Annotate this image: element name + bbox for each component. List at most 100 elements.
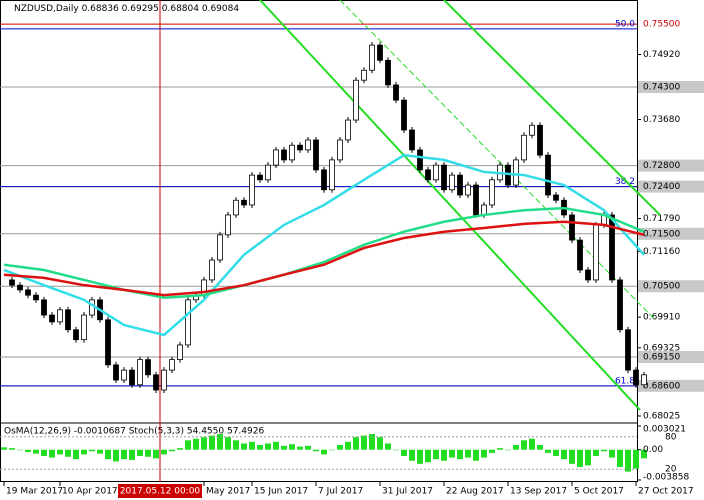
- fib-label: 50.0: [615, 19, 635, 29]
- candle: [65, 309, 71, 331]
- candle: [289, 144, 295, 161]
- candle: [177, 344, 183, 361]
- candle: [489, 179, 495, 206]
- osma-bar: [457, 449, 463, 460]
- osma-bar: [273, 441, 279, 450]
- osma-bar: [113, 449, 119, 462]
- moving-average: [3, 220, 645, 297]
- candle: [57, 309, 63, 323]
- candle: [513, 159, 519, 186]
- osma-bar: [425, 449, 431, 463]
- level-label: 0.72400: [643, 182, 680, 192]
- header: NZDUSD,Daily 0.68836 0.69295 0.68804 0.6…: [14, 4, 239, 14]
- osma-bar: [529, 438, 535, 450]
- osma-bar: [1, 447, 7, 450]
- candle: [281, 149, 287, 161]
- x-tick-label: 19 Mar 2017: [6, 487, 63, 497]
- candle: [313, 139, 319, 171]
- candle: [369, 44, 375, 71]
- stoch-tick-label: 80: [665, 432, 677, 442]
- osma-bar: [393, 449, 399, 451]
- osma-bar: [433, 449, 439, 460]
- osma-bar: [473, 449, 479, 461]
- candle: [609, 214, 615, 281]
- candle: [385, 59, 391, 86]
- candle: [553, 194, 559, 201]
- osma-bar: [481, 449, 487, 458]
- candle: [377, 44, 383, 61]
- date-label-box: [118, 484, 202, 498]
- osma-bar: [177, 448, 183, 450]
- x-tick-label: 5 Oct 2017: [574, 487, 624, 497]
- moving-average: [3, 153, 645, 337]
- osma-bar: [329, 449, 335, 451]
- osma-bar: [633, 449, 639, 469]
- osma-bar: [585, 449, 591, 466]
- candle: [9, 279, 15, 286]
- osma-bar: [201, 437, 207, 450]
- osma-bar: [169, 449, 175, 452]
- osma-bar: [385, 443, 391, 450]
- osma-bar: [497, 448, 503, 450]
- candle: [449, 174, 455, 191]
- candle: [305, 139, 311, 151]
- x-tick-label: 31 Jul 2017: [382, 487, 433, 497]
- osma-bar: [337, 445, 343, 450]
- y-tick-label: 0.71790: [643, 214, 680, 224]
- candle: [481, 204, 487, 216]
- candle: [569, 214, 575, 241]
- osma-bar: [505, 449, 511, 451]
- osma-bar: [513, 445, 519, 450]
- candle: [297, 144, 303, 151]
- osma-bar: [441, 449, 447, 461]
- osma-bar: [609, 449, 615, 458]
- level-label-box: [638, 280, 704, 293]
- candle: [625, 329, 631, 371]
- candle: [417, 149, 423, 171]
- date-label: 2017.05.12 00:00: [120, 487, 201, 497]
- candle: [217, 234, 223, 261]
- candle: [161, 369, 167, 391]
- osma-bar: [409, 449, 415, 461]
- level-label-box: [638, 379, 704, 392]
- osma-bar: [601, 449, 607, 452]
- osma-bar: [361, 435, 367, 450]
- candle: [433, 164, 439, 181]
- osma-bar: [593, 449, 599, 456]
- osma-bar: [217, 434, 223, 450]
- osma-bar: [49, 449, 55, 458]
- osma-bar: [161, 449, 167, 455]
- candle: [225, 214, 231, 236]
- osma-bar: [321, 449, 327, 455]
- x-tick-label: 27 Oct 2017: [638, 487, 694, 497]
- level-label: 0.70500: [643, 282, 680, 292]
- osma-bar: [241, 443, 247, 450]
- candle: [145, 359, 151, 376]
- osma-bar: [185, 440, 191, 450]
- candle: [473, 184, 479, 216]
- candle: [521, 134, 527, 161]
- candle: [169, 359, 175, 371]
- candle: [465, 184, 471, 196]
- osma-bar: [209, 435, 215, 450]
- osma-bar: [561, 449, 567, 460]
- candle: [41, 299, 47, 316]
- level-label: 0.74300: [643, 83, 680, 93]
- candle: [353, 79, 359, 121]
- level-label-box: [638, 180, 704, 193]
- level-label: 0.68600: [643, 381, 680, 391]
- osma-bar: [641, 449, 647, 459]
- candle: [529, 124, 535, 136]
- level-label-box: [638, 350, 704, 363]
- candle: [233, 199, 239, 216]
- candle: [113, 364, 119, 381]
- candle: [345, 119, 351, 141]
- candle: [457, 174, 463, 196]
- x-tick-label: 22 Aug 2017: [446, 487, 504, 497]
- candle: [249, 174, 255, 206]
- osma-bar: [281, 445, 287, 450]
- title: NZDUSD,Daily 0.68836 0.69295 0.68804 0.6…: [14, 4, 239, 14]
- osc-tick-label: -0.003858: [643, 473, 689, 483]
- y-tick-label: 0.71160: [643, 247, 680, 257]
